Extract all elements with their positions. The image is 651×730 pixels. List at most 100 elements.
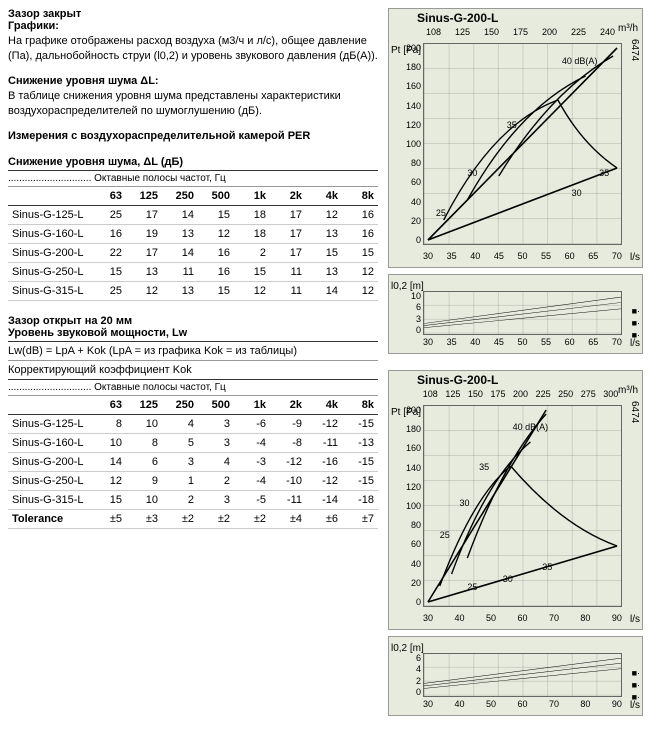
tolerance-cell: ±5 (90, 509, 126, 528)
cell: -9 (270, 414, 306, 433)
row-name: Sinus-G-200-L (8, 243, 90, 262)
noise-reduction-desc: В таблице снижения уровня шума представл… (8, 89, 378, 120)
table-row: Sinus-G-160-L1619131218171316 (8, 224, 378, 243)
cell: -8 (270, 433, 306, 452)
chart-2-main: Sinus-G-200-L 10812515017520022525027530… (388, 370, 643, 630)
chart2-plot: 40 dB(A) 25 30 35 25 30 35 (423, 405, 622, 607)
cell: 13 (162, 281, 198, 300)
freq-col: 250 (162, 396, 198, 415)
cell: 15 (342, 243, 378, 262)
row-name: Sinus-G-160-L (8, 433, 90, 452)
cell: 17 (126, 243, 162, 262)
chart1-top-unit: m³/h (618, 23, 638, 34)
cell: 11 (270, 262, 306, 281)
chart-2-mini: l0,2 [m] 0246 ■·■·■· 30405060708090 l/s (388, 636, 643, 716)
cell: -14 (306, 490, 342, 509)
freq-col: 8k (342, 187, 378, 206)
chart-1-main: Sinus-G-200-L 108125150175200225240 m³/h… (388, 8, 643, 268)
octave-label-1: Октавные полосы частот, Гц (94, 173, 226, 184)
table-row: Sinus-G-200-L14634-3-12-16-15 (8, 452, 378, 471)
freq-col: 4k (306, 396, 342, 415)
cell: 18 (234, 205, 270, 224)
freq-col: 63 (90, 396, 126, 415)
mini-markers-2: ■·■·■· (632, 668, 640, 703)
table-row: Sinus-G-125-L81043-6-9-12-15 (8, 414, 378, 433)
cell: 13 (306, 262, 342, 281)
cell: 12 (306, 205, 342, 224)
cell: 16 (342, 205, 378, 224)
chart1-side-label: 6474 (629, 39, 640, 61)
graphics-desc: На графике отображены расход воздуха (м3… (8, 34, 378, 65)
cell: 18 (234, 224, 270, 243)
cell: 16 (90, 224, 126, 243)
cell: 2 (198, 471, 234, 490)
table-row: Sinus-G-315-L2512131512111412 (8, 281, 378, 300)
cell: -11 (306, 433, 342, 452)
cell: -11 (270, 490, 306, 509)
table-row: Sinus-G-200-L221714162171515 (8, 243, 378, 262)
cell: 14 (90, 452, 126, 471)
chart2-x-unit: l/s (630, 614, 640, 625)
cell: 16 (198, 262, 234, 281)
cell: 6 (126, 452, 162, 471)
row-name: Sinus-G-200-L (8, 452, 90, 471)
cell: 13 (306, 224, 342, 243)
cell: 13 (126, 262, 162, 281)
chart1-db-label: 40 dB(A) (562, 56, 598, 66)
cell: 25 (90, 205, 126, 224)
row-name: Sinus-G-315-L (8, 490, 90, 509)
tolerance-cell: ±2 (198, 509, 234, 528)
heading-per: Измерения с воздухораспределительной кам… (8, 130, 378, 142)
cell: -13 (342, 433, 378, 452)
cell: 15 (90, 490, 126, 509)
chart2-top-unit: m³/h (618, 385, 638, 396)
freq-col: 250 (162, 187, 198, 206)
table-noise-reduction: 631252505001k2k4k8k Sinus-G-125-L2517141… (8, 187, 378, 301)
chart1-plot: 40 dB(A) 25 30 35 35 30 (423, 43, 622, 245)
cell: 17 (270, 224, 306, 243)
cell: 25 (90, 281, 126, 300)
cell: 13 (162, 224, 198, 243)
freq-col: 1k (234, 396, 270, 415)
heading-graphics: Графики: (8, 20, 378, 32)
cell: 15 (234, 262, 270, 281)
chart1-title: Sinus-G-200-L (417, 11, 498, 25)
cell: -15 (342, 471, 378, 490)
cell: 12 (198, 224, 234, 243)
table-row: Sinus-G-315-L151023-5-11-14-18 (8, 490, 378, 509)
cell: -5 (234, 490, 270, 509)
lw-formula: Lw(dB) = LpA + Kok (LpA = из графика Kok… (8, 342, 378, 361)
cell: 12 (234, 281, 270, 300)
cell: 8 (126, 433, 162, 452)
cell: 19 (126, 224, 162, 243)
freq-col: 2k (270, 187, 306, 206)
cell: 17 (270, 243, 306, 262)
freq-col: 63 (90, 187, 126, 206)
heading-noise-reduction: Снижение уровня шума ΔL: (8, 75, 378, 87)
cell: 11 (162, 262, 198, 281)
cell: 3 (198, 433, 234, 452)
table-sound-power: 631252505001k2k4k8k Sinus-G-125-L81043-6… (8, 396, 378, 529)
cell: -15 (342, 452, 378, 471)
cell: 14 (162, 205, 198, 224)
freq-col: 4k (306, 187, 342, 206)
tolerance-label: Tolerance (8, 509, 90, 528)
row-name: Sinus-G-125-L (8, 414, 90, 433)
freq-col: 2k (270, 396, 306, 415)
heading-lw: Уровень звуковой мощности, Lw (8, 327, 378, 342)
cell: 15 (90, 262, 126, 281)
tolerance-cell: ±6 (306, 509, 342, 528)
cell: 12 (342, 262, 378, 281)
cell: -4 (234, 433, 270, 452)
cell: 14 (162, 243, 198, 262)
table-row: Sinus-G-250-L12912-4-10-12-15 (8, 471, 378, 490)
cell: -10 (270, 471, 306, 490)
mini-markers-1: ■·■·■· (632, 306, 640, 341)
cell: 17 (126, 205, 162, 224)
cell: 10 (90, 433, 126, 452)
row-name: Sinus-G-125-L (8, 205, 90, 224)
cell: 15 (198, 281, 234, 300)
cell: -15 (342, 414, 378, 433)
cell: 8 (90, 414, 126, 433)
cell: 22 (90, 243, 126, 262)
